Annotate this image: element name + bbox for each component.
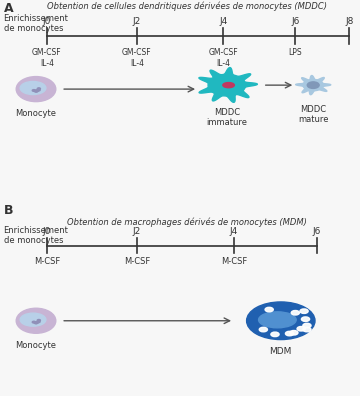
- Text: J2: J2: [133, 17, 141, 26]
- Circle shape: [32, 89, 35, 91]
- Circle shape: [32, 321, 35, 323]
- Text: Obtention de cellules dendritiques dérivées de monocytes (MDDC): Obtention de cellules dendritiques dériv…: [47, 2, 327, 11]
- Circle shape: [37, 321, 40, 323]
- Ellipse shape: [20, 313, 46, 326]
- Text: J0: J0: [42, 227, 51, 236]
- Text: J8: J8: [345, 17, 354, 26]
- Circle shape: [291, 310, 300, 315]
- Polygon shape: [296, 76, 331, 95]
- Text: Monocyte: Monocyte: [15, 341, 57, 350]
- Circle shape: [265, 307, 273, 312]
- Ellipse shape: [223, 82, 234, 88]
- Circle shape: [35, 322, 38, 324]
- Polygon shape: [199, 68, 257, 102]
- Text: J4: J4: [219, 17, 227, 26]
- Text: A: A: [4, 2, 13, 15]
- Text: GM-CSF
IL-4: GM-CSF IL-4: [32, 48, 62, 68]
- Circle shape: [35, 322, 37, 324]
- Ellipse shape: [20, 82, 46, 95]
- Text: M-CSF: M-CSF: [124, 257, 150, 267]
- Text: Monocyte: Monocyte: [15, 109, 57, 118]
- Text: Enrichissement
de monocytes: Enrichissement de monocytes: [4, 14, 68, 33]
- Text: GM-CSF
IL-4: GM-CSF IL-4: [208, 48, 238, 68]
- Text: MDM: MDM: [270, 348, 292, 356]
- Ellipse shape: [16, 76, 56, 102]
- Circle shape: [303, 323, 311, 328]
- Text: J6: J6: [312, 227, 321, 236]
- Circle shape: [37, 320, 40, 321]
- Text: B: B: [4, 204, 13, 217]
- Text: MDDC
immature: MDDC immature: [206, 108, 247, 127]
- Circle shape: [285, 331, 294, 336]
- Text: Enrichissement
de monocytes: Enrichissement de monocytes: [4, 226, 68, 245]
- Circle shape: [37, 88, 40, 89]
- Text: J2: J2: [133, 227, 141, 236]
- Text: MDDC
mature: MDDC mature: [298, 105, 328, 124]
- Text: J0: J0: [42, 17, 51, 26]
- Circle shape: [35, 90, 38, 92]
- Text: M-CSF: M-CSF: [34, 257, 60, 267]
- Text: M-CSF: M-CSF: [221, 257, 247, 267]
- Circle shape: [259, 327, 267, 332]
- Ellipse shape: [16, 308, 56, 333]
- Text: LPS: LPS: [288, 48, 302, 57]
- Text: J4: J4: [230, 227, 238, 236]
- Text: GM-CSF
IL-4: GM-CSF IL-4: [122, 48, 152, 68]
- Text: Obtention de macrophages dérivés de monocytes (MDM): Obtention de macrophages dérivés de mono…: [67, 218, 307, 227]
- Circle shape: [300, 309, 308, 313]
- Text: J6: J6: [291, 17, 300, 26]
- Circle shape: [303, 327, 311, 332]
- Circle shape: [247, 302, 315, 340]
- Circle shape: [301, 317, 310, 322]
- Circle shape: [35, 90, 37, 92]
- Circle shape: [307, 82, 319, 88]
- Circle shape: [297, 326, 305, 331]
- Circle shape: [290, 331, 298, 335]
- Ellipse shape: [258, 312, 296, 328]
- Circle shape: [271, 332, 279, 337]
- Circle shape: [37, 89, 40, 91]
